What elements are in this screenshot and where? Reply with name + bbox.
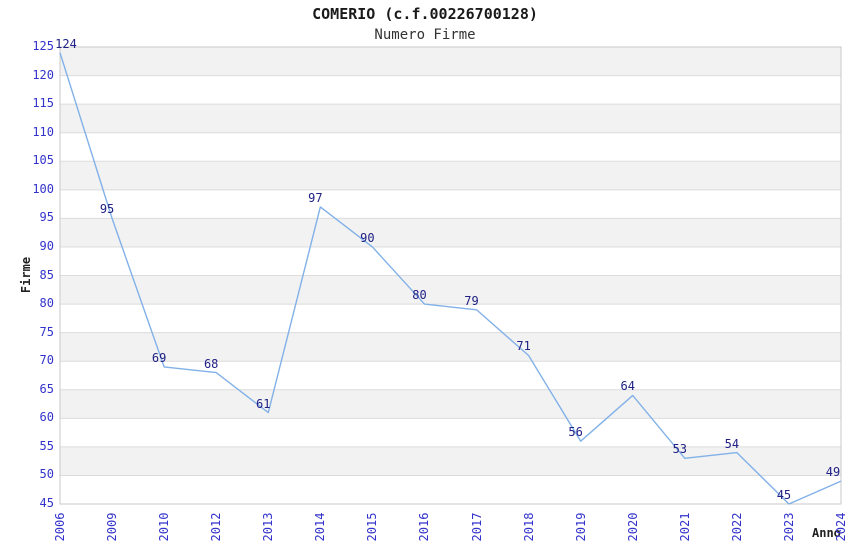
y-tick-label: 95 bbox=[39, 210, 54, 225]
x-tick-label: 2023 bbox=[781, 512, 796, 542]
x-tick-label: 2009 bbox=[105, 512, 120, 542]
x-tick-label: 2019 bbox=[573, 512, 588, 542]
data-label: 80 bbox=[412, 288, 427, 303]
y-tick-label: 125 bbox=[32, 39, 54, 53]
y-tick-label: 105 bbox=[32, 153, 54, 168]
y-tick-label: 45 bbox=[39, 496, 54, 510]
y-tick-label: 80 bbox=[39, 296, 54, 311]
chart-title: COMERIO (c.f.00226700128) bbox=[312, 5, 538, 23]
plot-band bbox=[60, 332, 841, 362]
plot-band bbox=[60, 161, 841, 190]
chart-subtitle: Numero Firme bbox=[374, 27, 476, 43]
y-tick-label: 50 bbox=[39, 467, 54, 482]
y-tick-label: 65 bbox=[39, 381, 54, 396]
y-tick-label: 120 bbox=[32, 67, 54, 82]
x-tick-label: 2022 bbox=[729, 512, 744, 542]
x-tick-label: 2020 bbox=[625, 512, 640, 542]
plot-border bbox=[59, 46, 842, 505]
data-label: 71 bbox=[516, 339, 531, 354]
x-tick-label: 2006 bbox=[53, 512, 67, 542]
x-tick-label: 2017 bbox=[469, 512, 484, 542]
data-label: 95 bbox=[99, 202, 115, 217]
y-tick-label: 90 bbox=[39, 238, 54, 253]
line-series bbox=[59, 52, 842, 505]
plot-band bbox=[60, 389, 841, 419]
data-label: 79 bbox=[464, 293, 479, 308]
x-axis-title: Anno bbox=[812, 526, 841, 540]
x-tick-label: 2012 bbox=[209, 512, 224, 542]
y-tick-label: 110 bbox=[32, 124, 54, 139]
plot-band bbox=[60, 104, 841, 133]
y-tick-label: 85 bbox=[39, 267, 54, 282]
y-tick-label: 55 bbox=[39, 438, 54, 453]
y-tick-label: 115 bbox=[32, 96, 54, 111]
x-tick-label: 2015 bbox=[365, 512, 380, 542]
x-tick-label: 2024 bbox=[834, 512, 848, 542]
data-label: 49 bbox=[825, 465, 841, 480]
data-label: 64 bbox=[620, 379, 635, 394]
data-label: 124 bbox=[55, 36, 77, 51]
data-label: 53 bbox=[672, 442, 688, 457]
plot-band bbox=[60, 47, 841, 76]
x-tick-label: 2014 bbox=[313, 512, 328, 542]
y-tick-label: 100 bbox=[32, 181, 54, 196]
data-label: 90 bbox=[360, 230, 375, 245]
plot-band bbox=[60, 275, 841, 305]
x-tick-label: 2013 bbox=[261, 512, 276, 542]
data-label: 68 bbox=[203, 356, 219, 371]
y-tick-label: 75 bbox=[39, 324, 54, 339]
x-tick-label: 2010 bbox=[157, 512, 172, 542]
x-tick-label: 2018 bbox=[521, 512, 536, 542]
plot-band bbox=[60, 446, 841, 476]
y-tick-label: 60 bbox=[39, 410, 54, 425]
data-label: 97 bbox=[308, 190, 323, 205]
x-tick-label: 2016 bbox=[417, 512, 432, 542]
data-label: 56 bbox=[568, 425, 583, 440]
data-label: 69 bbox=[151, 350, 167, 365]
plot-band bbox=[60, 218, 841, 247]
x-tick-label: 2021 bbox=[677, 512, 692, 542]
data-label: 45 bbox=[776, 488, 792, 502]
data-label: 54 bbox=[724, 436, 740, 451]
data-label: 61 bbox=[256, 396, 271, 411]
y-tick-label: 70 bbox=[39, 353, 54, 368]
